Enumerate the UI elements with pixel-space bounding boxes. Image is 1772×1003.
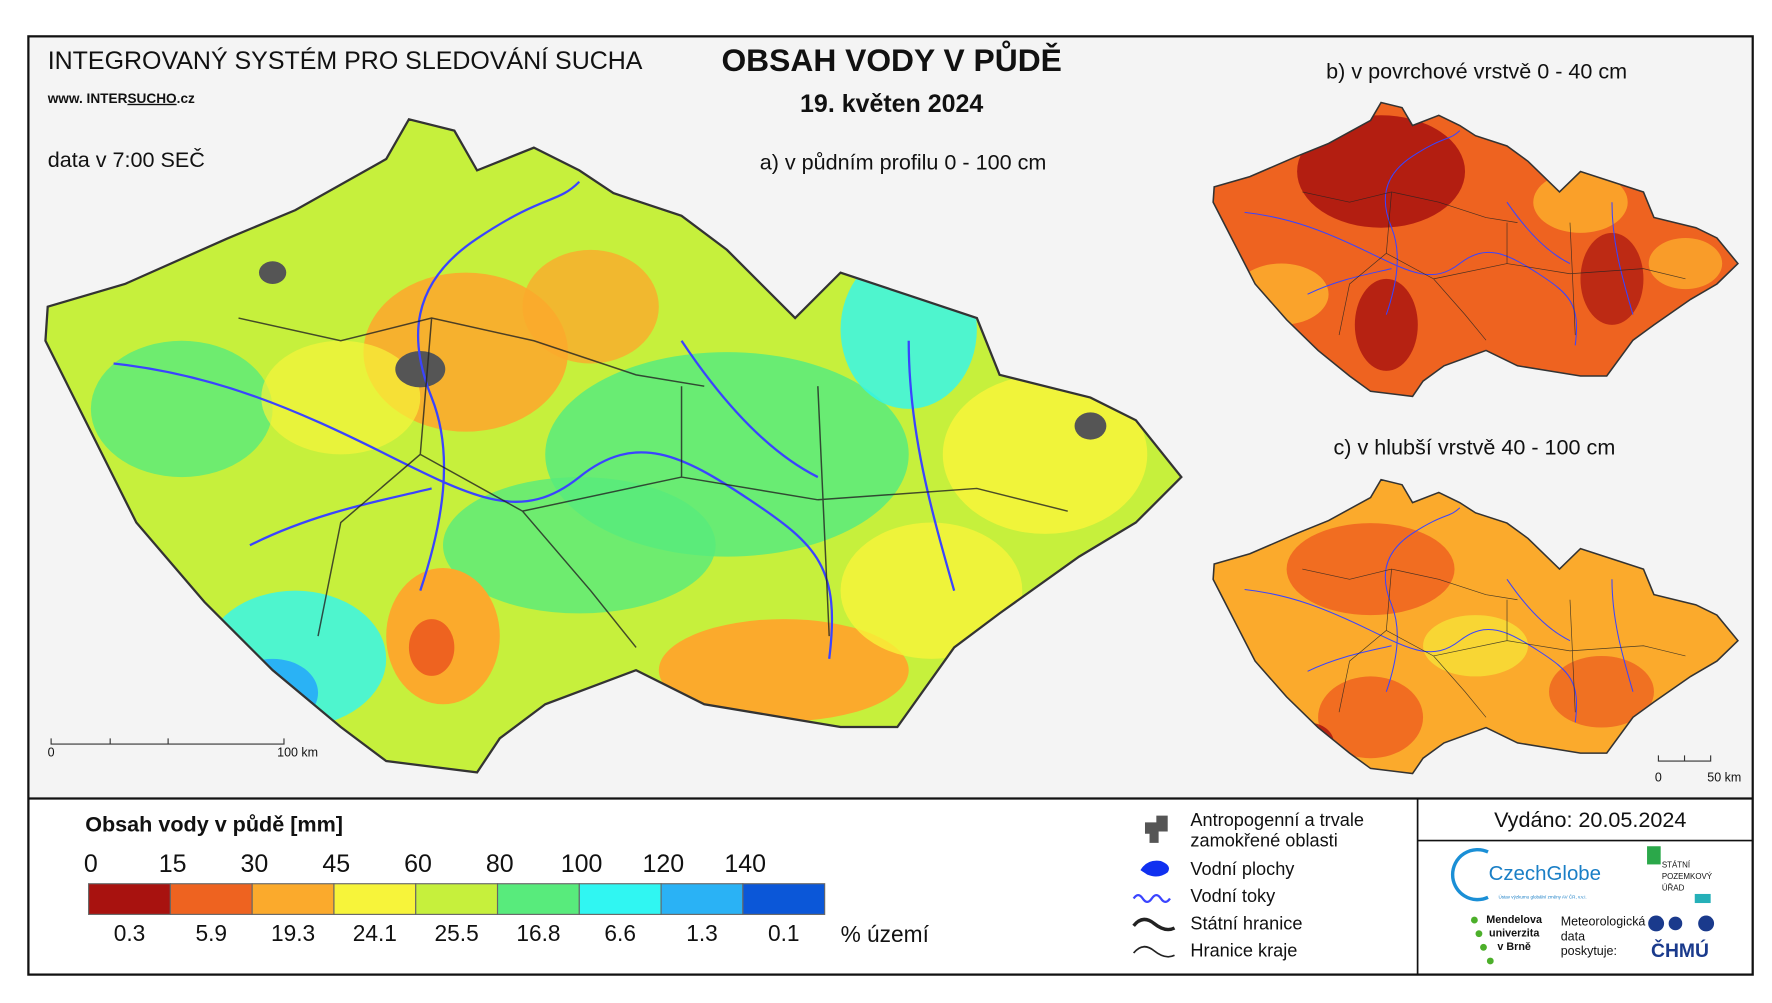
- logo-icon: [1647, 846, 1661, 865]
- symbol-label: Státní hranice: [1190, 913, 1302, 933]
- legend-share: 5.9: [195, 920, 227, 946]
- legend-bin-label: 140: [724, 850, 766, 878]
- legend-swatch: [88, 883, 171, 915]
- legend-swatch: [660, 883, 744, 915]
- scale-label: 100 km: [277, 745, 318, 759]
- logo-spu: STÁTNÍ: [1662, 861, 1691, 870]
- legend-bin-label: 0: [84, 850, 98, 878]
- symbol-label: Vodní toky: [1190, 886, 1276, 906]
- logo-czechglobe: CzechGlobe: [1489, 862, 1601, 885]
- logo-provider: poskytuje:: [1561, 944, 1617, 958]
- legend-bin-label: 30: [241, 850, 269, 878]
- system-name: INTEGROVANÝ SYSTÉM PRO SLEDOVÁNÍ SUCHA: [48, 46, 643, 75]
- legend: 0 0.3 15 5.9 30 19.3 45 24.1 60 25.5 80 16.8 100 6.6 1…: [84, 850, 826, 946]
- logo-icon: [1470, 916, 1494, 965]
- legend-share: 0.3: [114, 920, 146, 946]
- legend-swatch: [333, 883, 417, 915]
- data-time: data v 7:00 SEČ: [48, 147, 205, 172]
- logo-mendelu: Mendelova: [1486, 914, 1543, 926]
- logo-mendelu: univerzita: [1489, 928, 1540, 940]
- symbol-label: Hranice kraje: [1190, 941, 1297, 961]
- legend-bin-label: 120: [643, 850, 685, 878]
- share-unit: % území: [841, 921, 930, 947]
- logo-icon: [1451, 847, 1489, 902]
- logo-chmu: ČHMÚ: [1651, 938, 1709, 962]
- legend-title: Obsah vody v půdě [mm]: [85, 812, 343, 837]
- legend-share: 0.1: [768, 920, 800, 946]
- logo-spu: ÚŘAD: [1662, 883, 1685, 892]
- logo-mendelu: v Brně: [1497, 941, 1531, 953]
- legend-bin-label: 80: [486, 850, 514, 878]
- legend-bin-label: 15: [159, 850, 187, 878]
- legend-bin-label: 60: [404, 850, 432, 878]
- legend-bin-label: 45: [322, 850, 350, 878]
- title: OBSAH VODY V PŮDĚ: [721, 40, 1061, 78]
- scale-label: 0: [1655, 770, 1662, 784]
- legend-swatch: [578, 883, 662, 915]
- legend-share: 25.5: [435, 920, 479, 946]
- legend-swatch: [251, 883, 335, 915]
- date: 19. květen 2024: [800, 90, 983, 118]
- legend-swatch: [742, 883, 826, 915]
- legend-swatch: [496, 883, 580, 915]
- legend-swatch: [415, 883, 499, 915]
- legend-swatch: [169, 883, 253, 915]
- logo-provider: Meteorologická: [1561, 915, 1646, 929]
- map-label: b) v povrchové vrstvě 0 - 40 cm: [1326, 58, 1627, 83]
- issued: Vydáno: 20.05.2024: [1494, 807, 1686, 832]
- logo-icon: [1694, 893, 1711, 904]
- legend-share: 19.3: [271, 920, 315, 946]
- scale-label: 0: [48, 745, 55, 759]
- scale-bar: [50, 738, 1712, 762]
- legend-share: 16.8: [516, 920, 560, 946]
- legend-share: 6.6: [604, 920, 636, 946]
- legend-share: 1.3: [686, 920, 718, 946]
- legend-share: 24.1: [353, 920, 397, 946]
- symbol-label: Vodní plochy: [1190, 859, 1295, 879]
- map-label: a) v půdním profilu 0 - 100 cm: [760, 149, 1047, 174]
- symbol-icons: [1132, 815, 1176, 958]
- scale-label: 50 km: [1707, 770, 1741, 784]
- symbol-label: Antropogenní a trvale: [1190, 810, 1364, 830]
- logo-provider: data: [1561, 929, 1585, 943]
- legend-bin-label: 100: [561, 850, 603, 878]
- logo-czechglobe-sub: Ústav výzkumu globální změny AV ČR, v.v.…: [1498, 894, 1586, 900]
- symbol-label: zamokřené oblasti: [1190, 830, 1337, 850]
- logo-spu: POZEMKOVÝ: [1662, 872, 1713, 881]
- logo-icon: [1648, 915, 1715, 932]
- map-label: c) v hlubší vrstvě 40 - 100 cm: [1333, 434, 1615, 459]
- website: www. INTERSUCHO.cz: [47, 90, 195, 105]
